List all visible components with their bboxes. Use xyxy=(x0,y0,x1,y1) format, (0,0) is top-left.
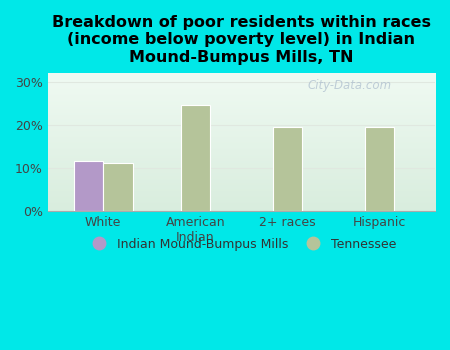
Bar xyxy=(273,127,302,211)
Title: Breakdown of poor residents within races
(income below poverty level) in Indian
: Breakdown of poor residents within races… xyxy=(52,15,431,65)
Bar xyxy=(103,163,133,211)
Text: City-Data.com: City-Data.com xyxy=(308,79,392,92)
Legend: Indian Mound-Bumpus Mills, Tennessee: Indian Mound-Bumpus Mills, Tennessee xyxy=(81,231,402,257)
Bar xyxy=(365,127,395,211)
Bar xyxy=(73,161,103,211)
Bar xyxy=(180,105,210,211)
